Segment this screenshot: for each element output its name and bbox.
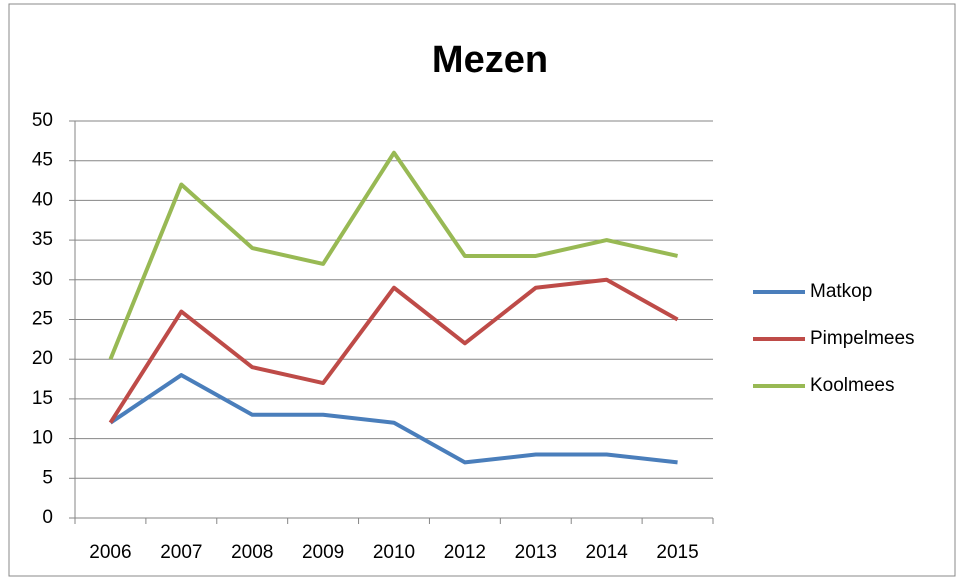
chart-title: Mezen xyxy=(432,39,548,81)
x-tick-label: 2007 xyxy=(160,542,202,563)
x-tick-label: 2009 xyxy=(302,542,344,563)
y-tick-label: 5 xyxy=(42,467,53,488)
x-tick-label: 2012 xyxy=(444,542,486,563)
x-tick-label: 2015 xyxy=(656,542,698,563)
y-tick-label: 45 xyxy=(32,150,53,171)
x-tick-label: 2013 xyxy=(515,542,557,563)
y-tick-label: 15 xyxy=(32,388,53,409)
y-tick-label: 0 xyxy=(42,507,53,528)
legend-label: Koolmees xyxy=(810,375,895,396)
y-tick-label: 20 xyxy=(32,348,53,369)
x-tick-label: 2006 xyxy=(89,542,131,563)
y-tick-label: 25 xyxy=(32,309,53,330)
legend-label: Matkop xyxy=(810,281,872,302)
x-tick-label: 2010 xyxy=(373,542,415,563)
series-line xyxy=(108,150,678,360)
y-tick-label: 35 xyxy=(32,229,53,250)
y-tick-label: 40 xyxy=(32,189,53,210)
y-tick-label: 10 xyxy=(32,428,53,449)
y-tick-label: 30 xyxy=(32,269,53,290)
legend-label: Pimpelmees xyxy=(810,328,915,349)
y-tick-label: 50 xyxy=(32,110,53,131)
series-line xyxy=(108,277,679,424)
x-tick-label: 2014 xyxy=(586,542,629,563)
series-line xyxy=(109,373,678,465)
x-tick-label: 2008 xyxy=(231,542,273,563)
